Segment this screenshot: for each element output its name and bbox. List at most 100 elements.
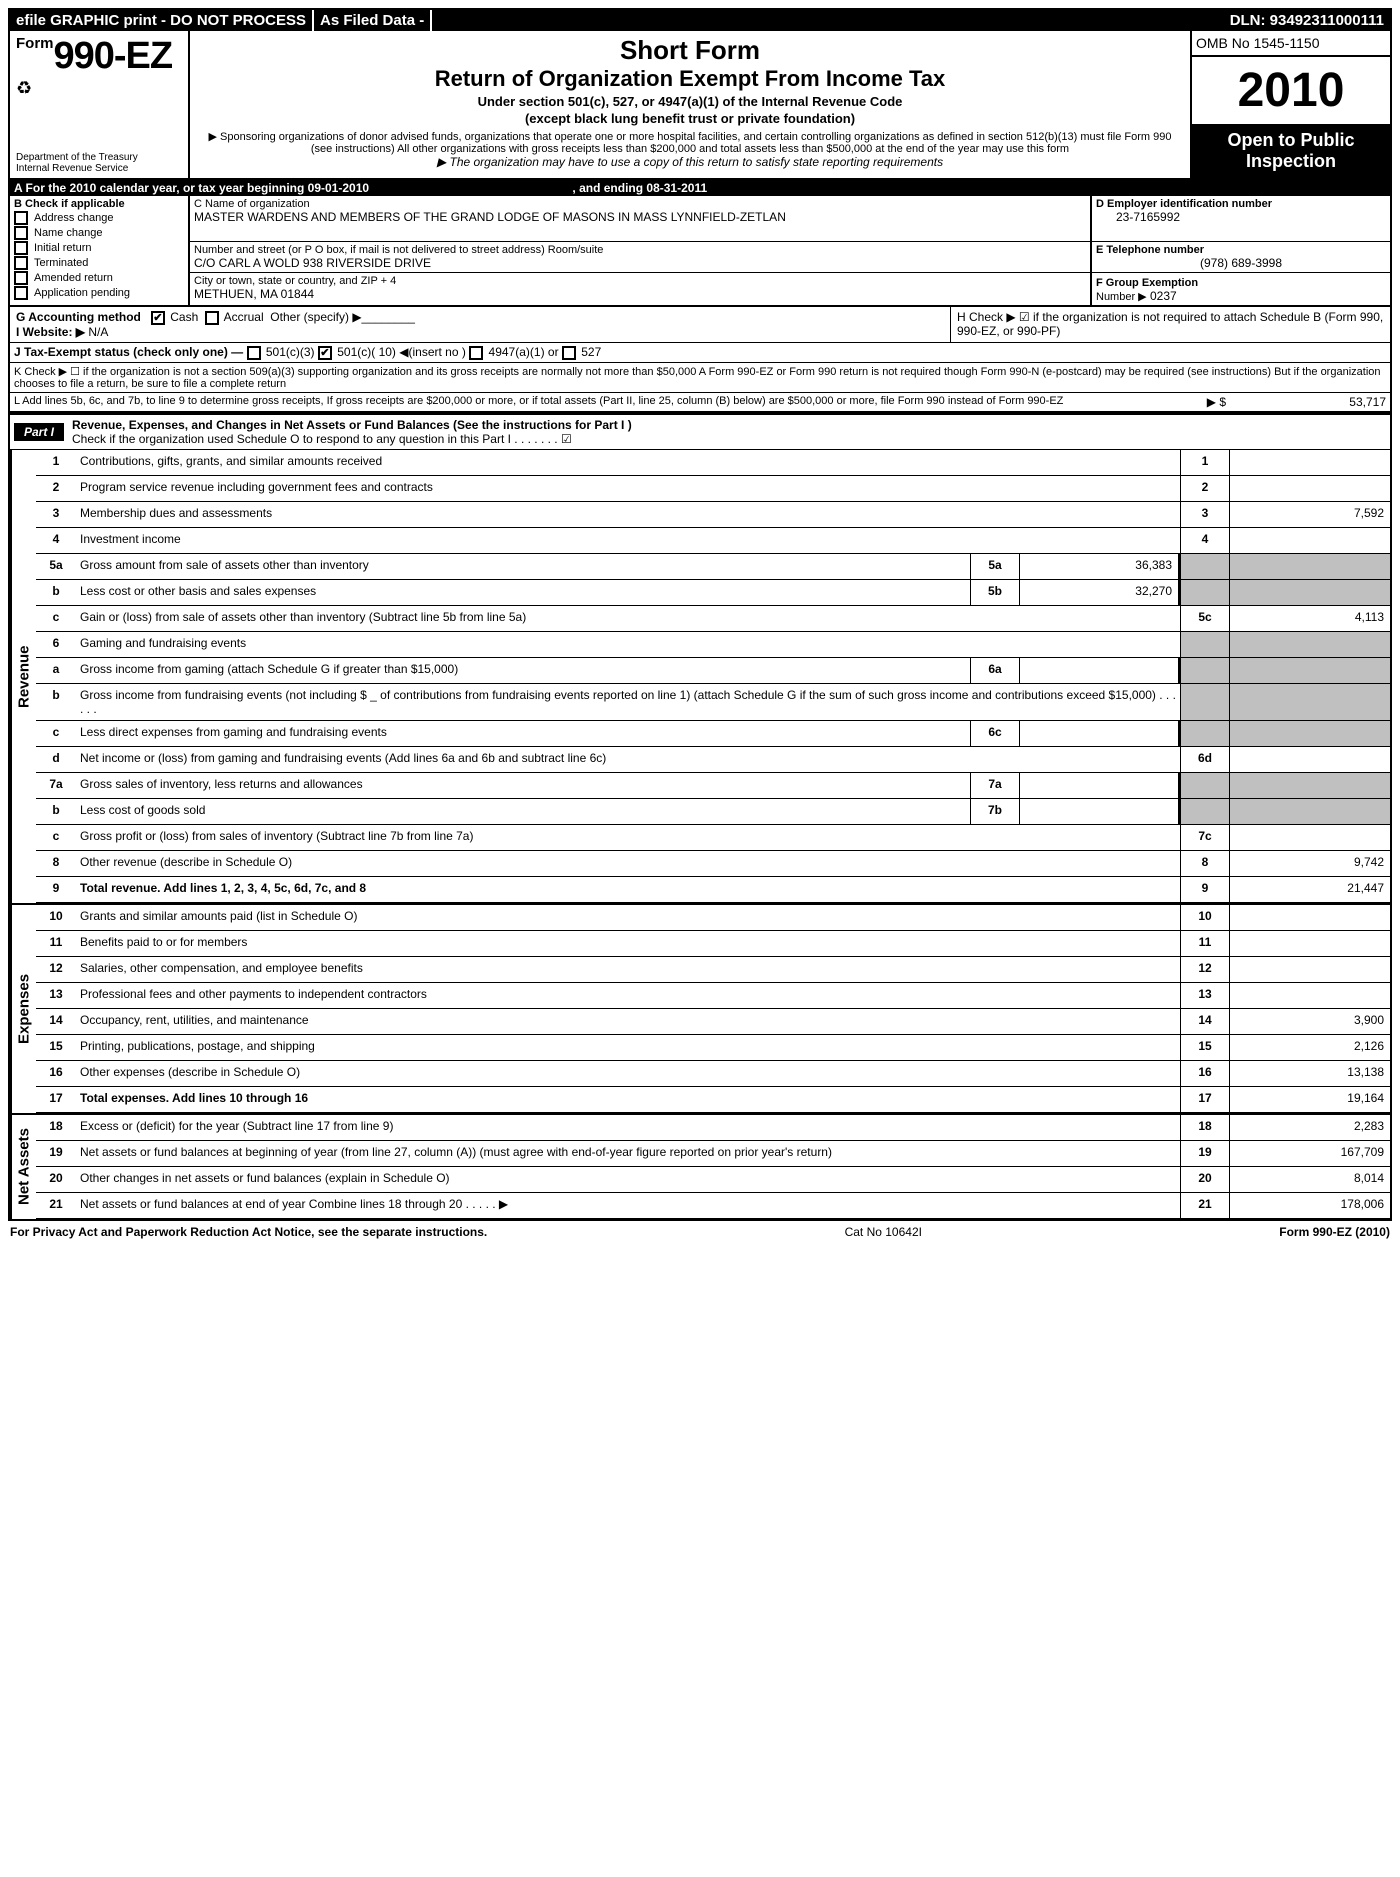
line-number: b [36,580,76,605]
street-cell: Number and street (or P O box, if mail i… [190,242,1090,272]
line-19: 19Net assets or fund balances at beginni… [36,1141,1390,1167]
line-number: 2 [36,476,76,501]
website-value: N/A [88,325,108,339]
identity-block: B Check if applicable Address change Nam… [10,196,1390,307]
j-c3: 501(c)(3) [266,345,315,359]
line-desc: Professional fees and other payments to … [76,983,1180,1008]
line-18: 18Excess or (deficit) for the year (Subt… [36,1115,1390,1141]
right-num-shaded [1180,580,1230,605]
top-bar: efile GRAPHIC print - DO NOT PROCESS As … [10,10,1390,31]
street-value: C/O CARL A WOLD 938 RIVERSIDE DRIVE [194,256,1086,270]
org-name: MASTER WARDENS AND MEMBERS OF THE GRAND … [194,210,1086,224]
line-16: 16Other expenses (describe in Schedule O… [36,1061,1390,1087]
website-row: I Website: ▶ N/A [16,325,944,339]
line-desc: Less direct expenses from gaming and fun… [76,721,970,746]
revenue-label: Revenue [10,450,36,903]
c-label: C Name of organization [194,198,1086,210]
line-number: 10 [36,905,76,930]
checkbox-initial-return[interactable] [14,241,28,255]
checkbox-terminated[interactable] [14,256,28,270]
line-number: 5a [36,554,76,579]
line-20: 20Other changes in net assets or fund ba… [36,1167,1390,1193]
k-text: K Check ▶ ☐ if the organization is not a… [10,363,1390,392]
open-to-public: Open to Public Inspection [1192,124,1390,178]
right-line-number: 18 [1180,1115,1230,1140]
line-desc: Gross income from gaming (attach Schedul… [76,658,970,683]
right-line-number: 3 [1180,502,1230,527]
j-527: 527 [581,345,601,359]
line-6: 6Gaming and fundraising events [36,632,1390,658]
line-7a: 7aGross sales of inventory, less returns… [36,773,1390,799]
line-4: 4Investment income4 [36,528,1390,554]
checkbox-4947[interactable] [469,346,483,360]
line-number: d [36,747,76,772]
right-line-value [1230,747,1390,772]
section-f: F Group Exemption Number ▶ 0237 [1092,273,1390,305]
line-desc: Salaries, other compensation, and employ… [76,957,1180,982]
checkbox-accrual[interactable] [205,311,219,325]
omb-number: OMB No 1545-1150 [1192,31,1390,57]
line-number: 12 [36,957,76,982]
right-line-number: 8 [1180,851,1230,876]
line-b: bGross income from fundraising events (n… [36,684,1390,721]
line-desc: Other revenue (describe in Schedule O) [76,851,1180,876]
section-a-begin: A For the 2010 calendar year, or tax yea… [14,181,369,195]
opt-name-change: Name change [34,227,103,239]
right-line-value: 19,164 [1230,1087,1390,1112]
part-i-check-line: Check if the organization used Schedule … [72,432,1386,446]
line-desc: Gaming and fundraising events [76,632,1180,657]
right-line-number: 2 [1180,476,1230,501]
line-21: 21Net assets or fund balances at end of … [36,1193,1390,1219]
line-number: c [36,825,76,850]
line-11: 11Benefits paid to or for members11 [36,931,1390,957]
efile-notice: efile GRAPHIC print - DO NOT PROCESS [10,10,314,31]
form-number: Form990-EZ [16,35,172,78]
form-prefix: Form [16,35,54,52]
recycle-icon: ♻ [16,78,182,99]
page-footer: For Privacy Act and Paperwork Reduction … [8,1221,1392,1243]
expenses-section: Expenses 10Grants and similar amounts pa… [10,905,1390,1115]
right-line-value: 178,006 [1230,1193,1390,1218]
checkbox-501c3[interactable] [247,346,261,360]
right-line-number: 16 [1180,1061,1230,1086]
right-line-value: 2,126 [1230,1035,1390,1060]
line-13: 13Professional fees and other payments t… [36,983,1390,1009]
checkbox-cash[interactable]: ✔ [151,311,165,325]
line-desc: Excess or (deficit) for the year (Subtra… [76,1115,1180,1140]
mid-line-number: 6c [970,721,1020,746]
checkbox-501c[interactable]: ✔ [318,346,332,360]
line-number: c [36,721,76,746]
e-label: E Telephone number [1096,244,1386,256]
mid-line-number: 5b [970,580,1020,605]
mid-line-value: 36,383 [1020,554,1180,579]
dept-treasury: Department of the Treasury [16,152,182,163]
right-line-number: 20 [1180,1167,1230,1192]
right-line-number: 7c [1180,825,1230,850]
checkbox-527[interactable] [562,346,576,360]
opt-amended-return: Amended return [34,272,113,284]
checkbox-application-pending[interactable] [14,286,28,300]
h-text: H Check ▶ ☑ if the organization is not r… [957,310,1383,338]
mid-line-value: 32,270 [1020,580,1180,605]
section-b-label: B Check if applicable [14,198,184,210]
section-a-bar: A For the 2010 calendar year, or tax yea… [10,180,1390,196]
line-desc: Membership dues and assessments [76,502,1180,527]
header-left-col: Form990-EZ ♻ Department of the Treasury … [10,31,190,178]
line-number: 1 [36,450,76,475]
right-num-shaded [1180,658,1230,683]
right-line-value [1230,450,1390,475]
line-number: 9 [36,877,76,902]
line-number: 4 [36,528,76,553]
section-a-end: , and ending 08-31-2011 [572,181,707,195]
l-text: L Add lines 5b, 6c, and 7b, to line 9 to… [10,393,1160,411]
opt-application-pending: Application pending [34,287,130,299]
right-line-number: 21 [1180,1193,1230,1218]
checkbox-address-change[interactable] [14,211,28,225]
opt-address-change: Address change [34,212,114,224]
right-val-shaded [1230,721,1390,746]
section-h: H Check ▶ ☑ if the organization is not r… [950,307,1390,342]
checkbox-amended-return[interactable] [14,271,28,285]
checkbox-name-change[interactable] [14,226,28,240]
irs-label: Internal Revenue Service [16,163,182,174]
right-line-number: 9 [1180,877,1230,902]
